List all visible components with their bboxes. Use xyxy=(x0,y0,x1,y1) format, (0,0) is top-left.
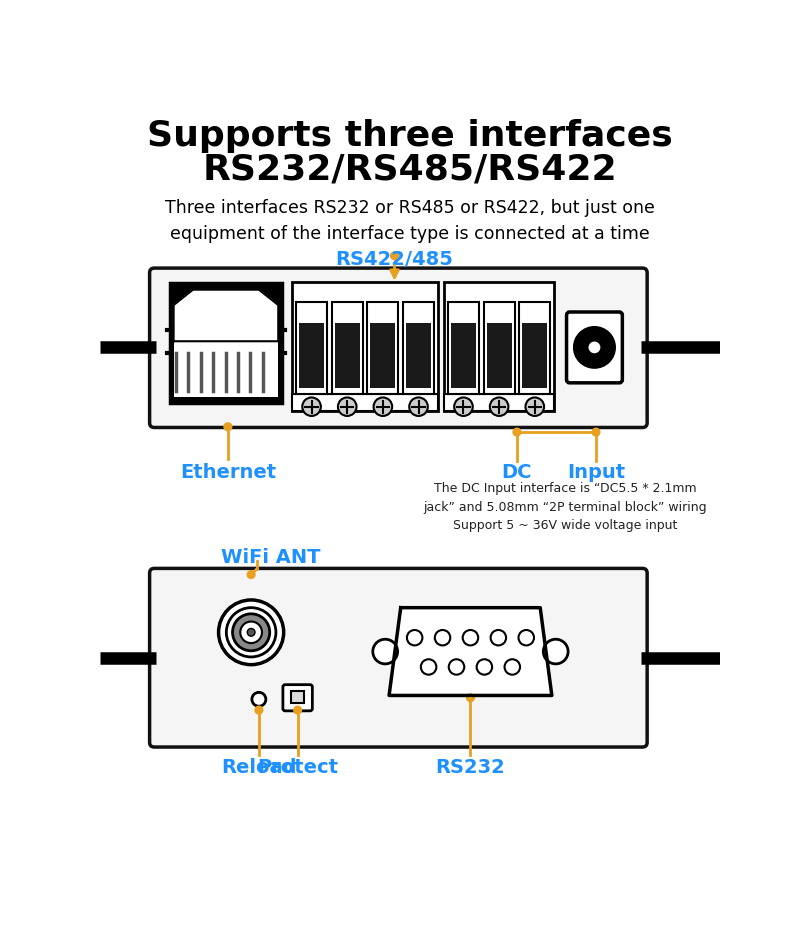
Circle shape xyxy=(302,398,321,416)
FancyBboxPatch shape xyxy=(335,323,360,388)
Circle shape xyxy=(518,630,534,645)
FancyBboxPatch shape xyxy=(444,282,554,412)
Circle shape xyxy=(373,639,398,664)
Circle shape xyxy=(224,423,232,431)
Text: Protect: Protect xyxy=(257,758,338,777)
Circle shape xyxy=(449,659,464,674)
FancyBboxPatch shape xyxy=(299,323,324,388)
FancyBboxPatch shape xyxy=(292,282,438,412)
FancyBboxPatch shape xyxy=(444,394,554,412)
Text: Three interfaces RS232 or RS485 or RS422, but just one
equipment of the interfac: Three interfaces RS232 or RS485 or RS422… xyxy=(165,199,655,243)
Circle shape xyxy=(226,608,276,657)
Circle shape xyxy=(477,659,492,674)
FancyBboxPatch shape xyxy=(484,302,514,394)
FancyBboxPatch shape xyxy=(448,302,479,394)
Circle shape xyxy=(252,692,266,706)
FancyBboxPatch shape xyxy=(283,685,312,711)
Circle shape xyxy=(543,639,568,664)
Circle shape xyxy=(466,694,474,702)
Polygon shape xyxy=(174,290,278,341)
Circle shape xyxy=(513,429,521,436)
Text: The DC Input interface is “DC5.5 * 2.1mm
jack” and 5.08mm “2P terminal block” wi: The DC Input interface is “DC5.5 * 2.1mm… xyxy=(423,482,707,532)
Circle shape xyxy=(247,628,255,636)
Circle shape xyxy=(410,398,428,416)
Circle shape xyxy=(390,252,398,260)
Polygon shape xyxy=(389,608,552,695)
FancyBboxPatch shape xyxy=(451,323,476,388)
FancyBboxPatch shape xyxy=(291,690,304,704)
Text: Supports three interfaces: Supports three interfaces xyxy=(147,119,673,153)
FancyBboxPatch shape xyxy=(370,323,395,388)
Text: Ethernet: Ethernet xyxy=(180,463,276,482)
Circle shape xyxy=(490,398,509,416)
FancyBboxPatch shape xyxy=(522,323,547,388)
Text: RS422/485: RS422/485 xyxy=(335,250,454,268)
FancyBboxPatch shape xyxy=(296,302,327,394)
Circle shape xyxy=(374,398,392,416)
Text: Input: Input xyxy=(567,463,625,482)
Text: Reload: Reload xyxy=(221,758,297,777)
Circle shape xyxy=(574,327,614,368)
FancyBboxPatch shape xyxy=(406,323,431,388)
Circle shape xyxy=(592,429,600,436)
FancyBboxPatch shape xyxy=(566,312,622,383)
Circle shape xyxy=(247,570,255,579)
FancyBboxPatch shape xyxy=(332,302,362,394)
Circle shape xyxy=(435,630,450,645)
Circle shape xyxy=(294,706,302,714)
FancyBboxPatch shape xyxy=(170,283,282,402)
Circle shape xyxy=(255,706,262,714)
FancyBboxPatch shape xyxy=(150,268,647,428)
Circle shape xyxy=(490,630,506,645)
Circle shape xyxy=(240,622,262,643)
Text: WiFi ANT: WiFi ANT xyxy=(221,548,320,567)
Circle shape xyxy=(462,630,478,645)
Circle shape xyxy=(407,630,422,645)
Text: DC: DC xyxy=(502,463,532,482)
Circle shape xyxy=(421,659,436,674)
FancyBboxPatch shape xyxy=(519,302,550,394)
Text: RS232: RS232 xyxy=(435,758,506,777)
Circle shape xyxy=(454,398,473,416)
FancyBboxPatch shape xyxy=(403,302,434,394)
FancyBboxPatch shape xyxy=(174,327,278,397)
Text: RS232/RS485/RS422: RS232/RS485/RS422 xyxy=(202,153,618,187)
Circle shape xyxy=(505,659,520,674)
FancyBboxPatch shape xyxy=(367,302,398,394)
Circle shape xyxy=(338,398,357,416)
Circle shape xyxy=(587,340,602,355)
FancyBboxPatch shape xyxy=(292,394,438,412)
Circle shape xyxy=(218,600,284,665)
FancyBboxPatch shape xyxy=(486,323,511,388)
Circle shape xyxy=(233,613,270,651)
FancyBboxPatch shape xyxy=(150,568,647,747)
Circle shape xyxy=(526,398,544,416)
